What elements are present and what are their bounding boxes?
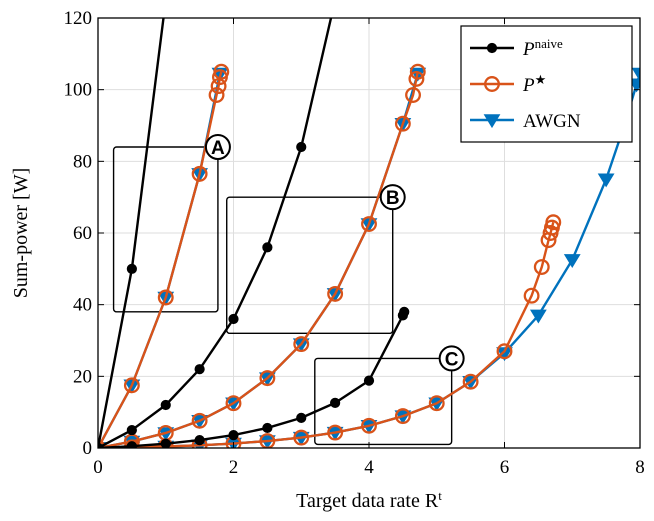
series-star-point xyxy=(293,429,310,446)
x-tick-label: 2 xyxy=(229,457,239,478)
series-naive-point xyxy=(296,412,307,423)
legend-marker-awgn xyxy=(483,114,501,129)
y-tick-label: 100 xyxy=(64,80,93,101)
series-star-point xyxy=(496,343,513,360)
callout-circle-a xyxy=(204,134,231,160)
y-tick-label: 20 xyxy=(73,366,92,387)
series-star-point xyxy=(157,289,174,306)
series-star-point xyxy=(259,370,276,387)
series-naive-point xyxy=(262,242,273,253)
series-star-point xyxy=(225,395,242,412)
series-star-point xyxy=(327,285,344,302)
y-tick-label: 40 xyxy=(73,295,92,316)
y-tick-label: 0 xyxy=(83,438,93,459)
series-star-point xyxy=(123,377,140,394)
x-tick-label: 0 xyxy=(93,457,103,478)
callout-box-c xyxy=(314,357,453,446)
series-naive-point xyxy=(126,424,137,436)
series-star-point xyxy=(208,87,225,103)
series-naive-point xyxy=(160,438,171,448)
series-naive-point xyxy=(296,141,307,153)
series-star-point xyxy=(191,165,208,182)
series-star-line-2 xyxy=(98,71,419,448)
series-star-point xyxy=(428,395,445,412)
series-star-point xyxy=(408,70,425,87)
series-star-point xyxy=(361,417,377,434)
x-tick-label: 6 xyxy=(500,457,510,478)
y-tick-label: 80 xyxy=(73,151,92,172)
series-star-point xyxy=(213,63,230,80)
series-star-line-1 xyxy=(98,71,223,448)
legend-label-star: P★ xyxy=(522,72,546,97)
series-star-point xyxy=(394,408,411,425)
callout-label-b: B xyxy=(386,188,400,209)
series-naive-point xyxy=(126,263,137,274)
series-awgn-line-2 xyxy=(98,73,419,448)
series-naive-point xyxy=(126,441,137,448)
x-tick-label: 8 xyxy=(635,457,645,478)
series-awgn-point xyxy=(563,254,581,268)
series-star-point xyxy=(210,78,227,95)
series-naive-point xyxy=(228,313,239,325)
series-naive xyxy=(98,18,410,448)
series-star-line-3 xyxy=(98,221,555,448)
series-layer xyxy=(98,18,640,448)
legend-marker-star xyxy=(484,76,500,92)
series-star xyxy=(98,63,562,448)
series-star-point xyxy=(405,87,421,103)
series-naive-line-2 xyxy=(98,18,333,448)
y-axis-label: Sum-power [W] xyxy=(10,168,32,299)
callout-circle-c xyxy=(438,345,465,372)
series-star-point xyxy=(361,216,377,232)
legend-marker-naive xyxy=(486,42,498,54)
series-star-point xyxy=(394,115,411,132)
series-star-point xyxy=(523,287,540,304)
legend-label-awgn: AWGN xyxy=(523,111,581,132)
callout-box-a xyxy=(112,146,219,313)
series-naive-point xyxy=(363,375,375,386)
series-awgn-point xyxy=(597,173,615,188)
series-naive-point xyxy=(194,364,205,375)
series-naive-point xyxy=(330,397,341,408)
series-awgn-line-1 xyxy=(98,73,222,448)
series-awgn-point xyxy=(529,309,547,324)
callout-label-c: C xyxy=(445,349,459,370)
legend: Pnaive P★ AWGN xyxy=(460,25,633,143)
series-star-point xyxy=(409,63,426,80)
series-naive-point xyxy=(194,435,205,446)
y-tick-label: 120 xyxy=(64,8,93,29)
series-star-point xyxy=(293,336,310,353)
series-star-point xyxy=(462,373,479,390)
series-star-point xyxy=(327,424,344,441)
series-star-point xyxy=(533,259,550,275)
y-tick-label: 60 xyxy=(73,223,92,244)
series-awgn-point xyxy=(631,67,640,82)
series-naive-point xyxy=(262,422,273,434)
series-naive-point xyxy=(228,430,239,441)
series-star-point xyxy=(191,412,208,429)
x-tick-label: 4 xyxy=(364,457,374,478)
callout-label-a: A xyxy=(211,138,225,159)
legend-label-naive: Pnaive xyxy=(522,36,563,61)
callout-labels: A B C xyxy=(204,134,465,372)
series-naive-point xyxy=(160,399,171,411)
x-axis-label-superscript: t xyxy=(438,488,442,503)
series-star-point xyxy=(545,214,562,231)
callout-circle-b xyxy=(379,184,406,211)
x-axis-label: Target data rate Rt xyxy=(296,488,442,513)
series-naive-point xyxy=(399,306,410,317)
